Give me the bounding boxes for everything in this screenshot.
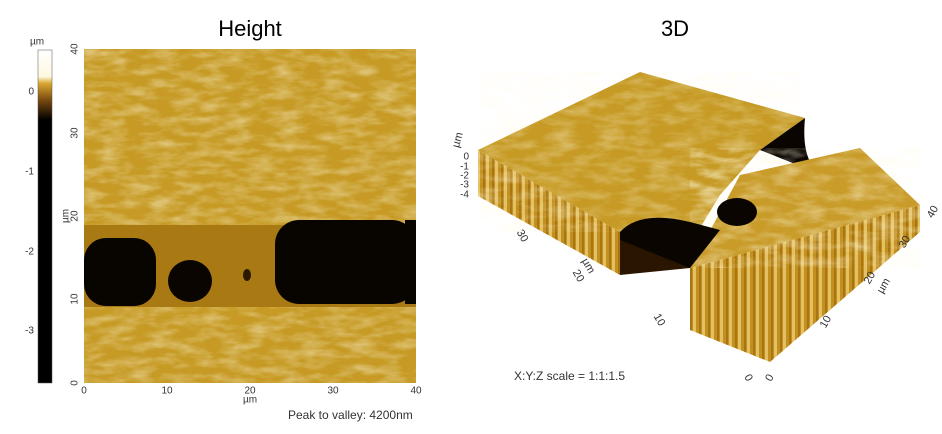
left-tick-label: 0 — [741, 372, 754, 383]
scale-note: X:Y:Z scale = 1:1:1.5 — [514, 369, 625, 383]
colorbar-unit: µm — [30, 37, 44, 48]
z-tick-label: -4 — [460, 190, 469, 201]
3d-surface — [478, 72, 920, 362]
right-tick-label: 20 — [862, 270, 879, 287]
z-axis-label: µm — [450, 131, 466, 149]
peak-to-valley: Peak to valley: 4200nm — [288, 408, 413, 422]
z-tick-label: -1 — [460, 162, 469, 173]
z-tick-label: 0 — [463, 152, 469, 163]
z-tick-label: -3 — [460, 180, 469, 191]
x-tick-label: 20 — [244, 386, 256, 397]
colorbar-tick: -3 — [25, 326, 34, 337]
x-tick-label: 40 — [410, 386, 422, 397]
y-tick-label: 40 — [70, 43, 81, 55]
right-tick-label: 30 — [897, 234, 914, 251]
right-tick-label: 0 — [763, 372, 776, 383]
height-panel: Height µm 0 -1 -2 -3 40 30 20 10 0 µm 0 … — [25, 16, 422, 422]
y-tick-label: 10 — [70, 293, 81, 305]
right-tick-label: 40 — [925, 204, 942, 221]
x-tick-label: 30 — [327, 386, 339, 397]
panel-title: 3D — [661, 16, 689, 41]
colorbar-tick: 0 — [28, 87, 34, 98]
left-tick-label: 30 — [514, 228, 531, 245]
right-tick-label: 10 — [818, 314, 835, 331]
y-tick-label: 20 — [70, 210, 81, 222]
3d-panel: 3D µm 0 -1 -2 -3 -4 30 20 10 0 µm 40 30 … — [450, 16, 941, 384]
panel-title: Height — [218, 16, 282, 41]
z-tick-label: -2 — [460, 171, 469, 182]
colorbar-tick: -2 — [25, 247, 34, 258]
colorbar-tick: -1 — [25, 167, 34, 178]
y-tick-label: 0 — [70, 380, 81, 386]
left-tick-label: 20 — [570, 268, 587, 285]
left-tick-label: 10 — [651, 312, 668, 329]
right-axis-label: µm — [875, 276, 893, 295]
x-tick-label: 0 — [81, 386, 87, 397]
x-tick-label: 10 — [161, 386, 173, 397]
colorbar — [37, 49, 53, 384]
height-image — [84, 49, 416, 383]
y-axis-label: µm — [61, 209, 72, 223]
x-axis-label: µm — [243, 395, 257, 406]
y-tick-label: 30 — [70, 127, 81, 139]
